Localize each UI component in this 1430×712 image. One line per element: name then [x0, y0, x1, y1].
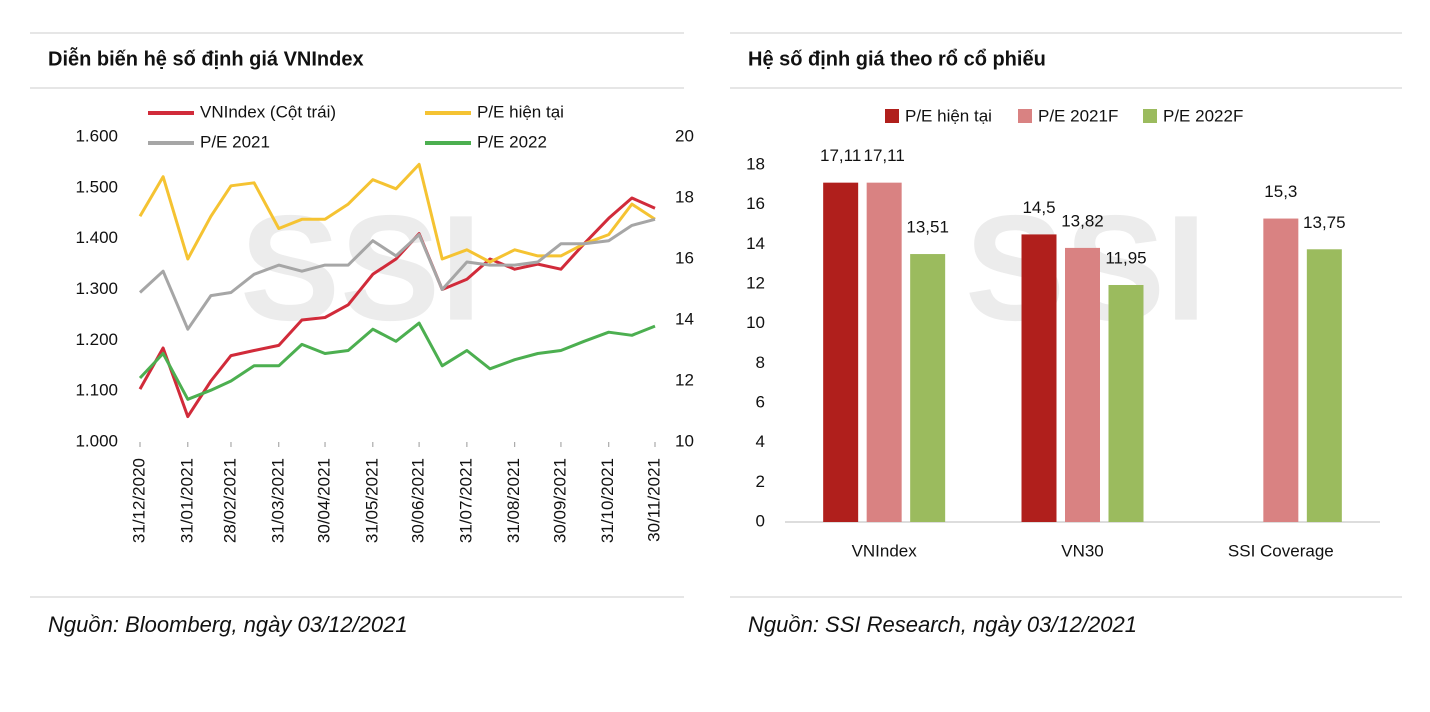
legend-label: P/E 2022: [477, 132, 547, 151]
value-label: 15,3: [1264, 182, 1297, 201]
y2-tick-label: 12: [675, 370, 694, 389]
chart-title: Hệ số định giá theo rổ cổ phiếu: [748, 48, 1046, 70]
y-tick-label: 1.200: [75, 330, 118, 349]
y2-tick-label: 18: [675, 187, 694, 206]
legend-label: P/E 2021: [200, 132, 270, 151]
series-line: [138, 217, 656, 331]
bar: [1108, 284, 1144, 522]
x-tick-label: 28/02/2021: [220, 458, 239, 543]
x-tick-label: 31/07/2021: [456, 458, 475, 543]
y-tick-label: 1.400: [75, 228, 118, 247]
y-tick-label: 2: [756, 472, 765, 491]
value-label: 14,5: [1022, 198, 1055, 217]
y-tick-label: 4: [756, 432, 765, 451]
y-tick-label: 14: [746, 234, 765, 253]
bar: [910, 254, 946, 522]
y-tick-label: 1.500: [75, 177, 118, 196]
y-tick-label: 6: [756, 392, 765, 411]
x-tick-label: 31/01/2021: [177, 458, 196, 543]
bar: [823, 182, 859, 522]
value-label: 17,11: [820, 146, 861, 165]
value-label: 13,51: [906, 218, 949, 237]
y-tick-label: 18: [746, 154, 765, 173]
legend-label: P/E hiện tại: [477, 102, 564, 121]
source: Nguồn: Bloomberg, ngày 03/12/2021: [48, 612, 408, 637]
x-tick-label: 30/04/2021: [315, 458, 334, 543]
y-tick-label: 8: [756, 353, 765, 372]
x-tick-label: VNIndex: [852, 541, 918, 560]
x-tick-label: 31/03/2021: [268, 458, 287, 543]
y2-tick-label: 20: [675, 126, 694, 145]
y-tick-label: 16: [746, 194, 765, 213]
series-line: [138, 321, 656, 401]
legend-swatch: [1018, 109, 1032, 123]
legend-swatch: [1143, 109, 1157, 123]
legend-label: P/E hiện tại: [905, 106, 992, 125]
series-line: [138, 162, 656, 264]
value-label: 13,75: [1303, 213, 1346, 232]
source: Nguồn: SSI Research, ngày 03/12/2021: [748, 612, 1137, 637]
y-tick-label: 1.100: [75, 381, 118, 400]
x-tick-label: 30/11/2021: [644, 458, 663, 542]
legend-label: P/E 2022F: [1163, 106, 1243, 125]
x-tick-label: 31/08/2021: [504, 458, 523, 543]
y-tick-label: 1.600: [75, 126, 118, 145]
y2-tick-label: 14: [675, 309, 694, 328]
watermark: SSI: [240, 184, 482, 352]
bar: [866, 182, 902, 522]
x-tick-label: 31/05/2021: [362, 458, 381, 543]
y2-tick-label: 16: [675, 248, 694, 267]
bar: [1065, 247, 1100, 523]
x-tick-label: 31/12/2020: [129, 458, 148, 543]
value-label: 17,11: [864, 146, 905, 165]
x-tick-label: 30/09/2021: [550, 458, 569, 543]
value-label: 11,95: [1105, 248, 1146, 267]
y-tick-label: 10: [746, 313, 765, 332]
y-tick-label: 0: [756, 511, 765, 530]
x-tick-label: 31/10/2021: [598, 458, 617, 543]
bar: [1306, 249, 1342, 522]
series-line: [138, 196, 656, 419]
legend-swatch: [885, 109, 899, 123]
bar: [1263, 218, 1299, 523]
y2-tick-label: 10: [675, 431, 694, 450]
chart-title: Diễn biến hệ số định giá VNIndex: [48, 46, 364, 70]
legend-label: VNIndex (Cột trái): [200, 102, 336, 121]
y-tick-label: 1.300: [75, 279, 118, 298]
x-tick-label: VN30: [1061, 541, 1104, 560]
value-label: 13,82: [1061, 211, 1104, 230]
x-tick-label: SSI Coverage: [1228, 541, 1334, 560]
y-tick-label: 1.000: [75, 431, 118, 450]
bar: [1021, 234, 1057, 522]
y-tick-label: 12: [746, 273, 765, 292]
x-tick-label: 30/06/2021: [409, 458, 428, 543]
legend-label: P/E 2021F: [1038, 106, 1118, 125]
